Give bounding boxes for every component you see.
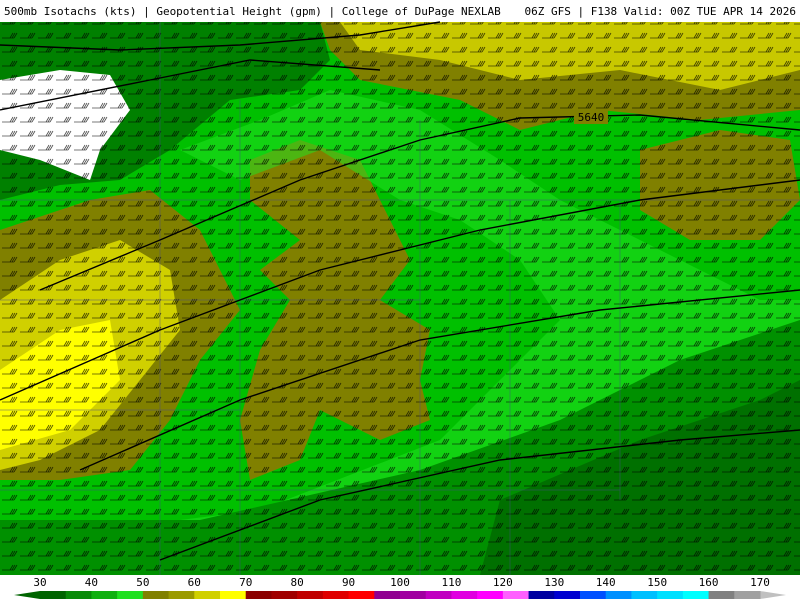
colorbar-label: 30 (33, 576, 46, 589)
colorbar-swatch (734, 591, 761, 599)
colorbar-swatch (245, 591, 272, 599)
colorbar-label: 140 (596, 576, 616, 589)
colorbar-swatch (554, 591, 581, 599)
colorbar-arrow (14, 591, 40, 599)
colorbar-label: 100 (390, 576, 410, 589)
colorbar-swatch (425, 591, 452, 599)
colorbar-swatch (297, 591, 324, 599)
header-run: 06Z GFS | F138 Valid: 00Z TUE APR 14 202… (524, 5, 796, 18)
height-contours (0, 21, 800, 561)
header-bg (0, 0, 800, 22)
map-area: 5640 (0, 21, 800, 575)
colorbar-swatch (400, 591, 427, 599)
colorbar-swatch (65, 591, 92, 599)
colorbar-swatch (194, 591, 221, 599)
colorbar-label: 60 (188, 576, 201, 589)
colorbar-label: 70 (239, 576, 252, 589)
colorbar-label: 90 (342, 576, 355, 589)
colorbar-labels: 30 40 50 60 70 80 90 100 110 120 130 140 150 160 170 (33, 576, 770, 589)
colorbar-arrow (760, 591, 786, 599)
colorbar-swatch (220, 591, 247, 599)
colorbar-swatch (502, 591, 530, 599)
wind-barbs (0, 22, 800, 575)
colorbar-swatch (528, 591, 555, 599)
colorbar-label: 40 (85, 576, 98, 589)
colorbar-swatch (40, 591, 67, 599)
colorbar-swatch (682, 591, 710, 599)
colorbar-swatch (580, 591, 607, 599)
colorbar-swatch (477, 591, 504, 599)
colorbar-label: 130 (544, 576, 564, 589)
colorbar-label: 120 (493, 576, 513, 589)
colorbar-swatch (168, 591, 195, 599)
contour-label-bg (574, 110, 608, 124)
colorbar-swatch (271, 591, 298, 599)
colorbar-swatches (40, 591, 761, 599)
state-borders (0, 22, 800, 575)
colorbar-swatch (322, 591, 350, 599)
colorbar-swatch (605, 591, 632, 599)
colorbar-swatch (117, 591, 144, 599)
colorbar-label: 80 (291, 576, 304, 589)
colorbar-swatch (657, 591, 684, 599)
colorbar-swatch (142, 591, 170, 599)
contour-label: 5640 (578, 111, 605, 124)
colorbar-swatch (374, 591, 401, 599)
colorbar-label: 160 (699, 576, 719, 589)
colorbar-swatch (708, 591, 735, 599)
colorbar-label: 50 (136, 576, 149, 589)
colorbar-swatch (451, 591, 478, 599)
colorbar-swatch (631, 591, 658, 599)
colorbar-swatch (91, 591, 118, 599)
colorbar-label: 110 (441, 576, 461, 589)
colorbar-label: 150 (647, 576, 667, 589)
colorbar-swatch (348, 591, 375, 599)
header-title: 500mb Isotachs (kts) | Geopotential Heig… (4, 5, 501, 18)
colorbar (14, 591, 786, 599)
colorbar-label: 170 (750, 576, 770, 589)
